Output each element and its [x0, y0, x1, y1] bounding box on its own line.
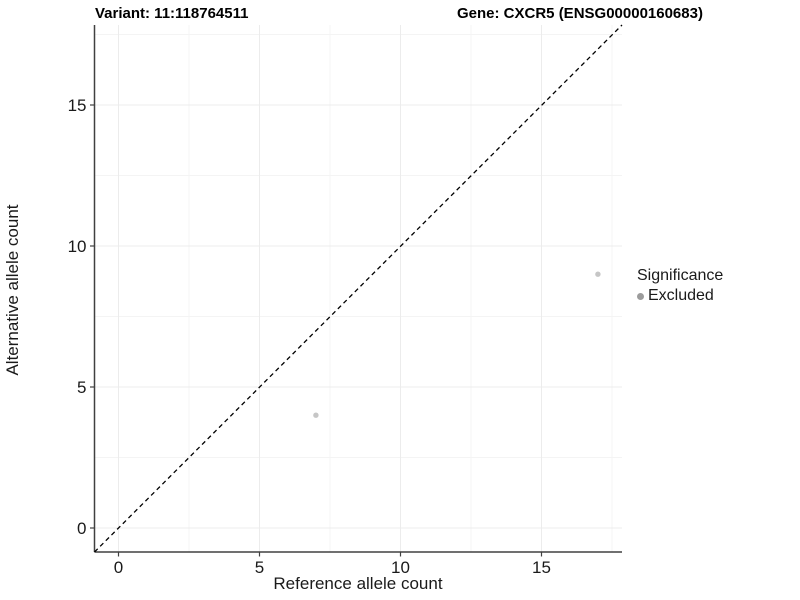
legend-item-excluded: Excluded — [637, 287, 723, 305]
legend-title: Significance — [637, 267, 724, 284]
legend: Significance Excluded — [637, 267, 723, 305]
data-point — [313, 412, 319, 418]
x-axis-title: Reference allele count — [273, 574, 443, 593]
legend-item-label: Excluded — [648, 287, 714, 304]
y-tick-label: 0 — [77, 519, 86, 538]
x-tick-label: 0 — [114, 558, 123, 577]
y-tick-label: 15 — [68, 96, 87, 115]
excluded-point-icon — [637, 292, 644, 300]
plot-title-gene: Gene: CXCR5 (ENSG00000160683) — [457, 5, 703, 22]
x-tick-label: 15 — [532, 558, 551, 577]
x-tick-label: 10 — [391, 558, 410, 577]
y-tick-label: 10 — [68, 237, 87, 256]
y-axis-title: Alternative allele count — [3, 204, 22, 376]
plot-title-variant: Variant: 11:118764511 — [95, 5, 249, 22]
identity-dashed-line — [94, 24, 623, 553]
x-tick-label: 5 — [255, 558, 264, 577]
y-tick-label: 5 — [77, 378, 86, 397]
data-point — [595, 271, 601, 277]
